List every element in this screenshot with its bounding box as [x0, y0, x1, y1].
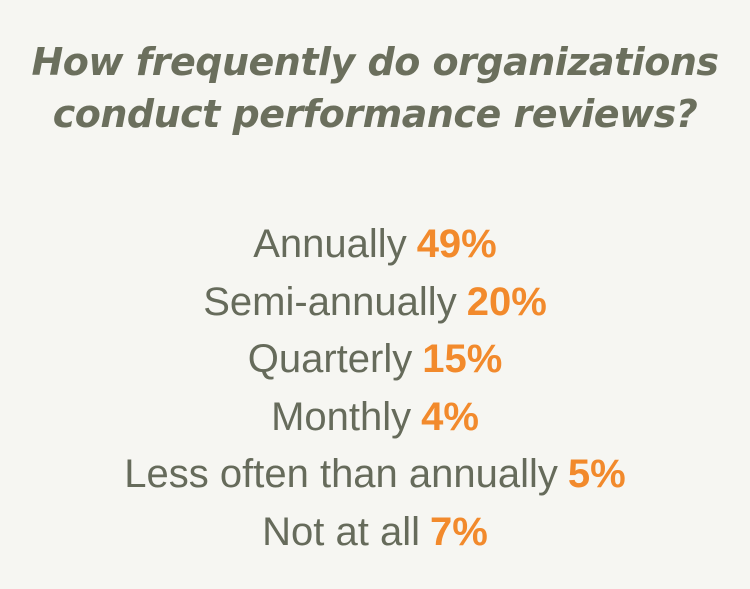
stat-value: 20%	[466, 279, 547, 324]
stat-row: Annually 49%	[0, 216, 750, 274]
stat-label: Not at all	[262, 509, 421, 554]
stat-value: 5%	[567, 452, 626, 497]
title-line-2: conduct performance reviews?	[52, 92, 698, 136]
stat-value: 15%	[422, 337, 503, 382]
stat-label: Quarterly	[247, 337, 413, 382]
stat-row: Quarterly 15%	[0, 331, 750, 389]
title-line-1: How frequently do organizations	[31, 40, 719, 84]
stat-label: Semi-annually	[203, 279, 457, 324]
stat-label: Less often than annually	[124, 452, 558, 497]
stat-row: Monthly 4%	[0, 389, 750, 447]
stat-value: 7%	[430, 509, 488, 554]
chart-title: How frequently do organizations conduct …	[0, 36, 750, 140]
stat-row: Less often than annually 5%	[0, 446, 750, 504]
stat-row: Not at all 7%	[0, 504, 750, 562]
stat-value: 4%	[421, 394, 479, 439]
stat-label: Annually	[253, 222, 407, 266]
stat-row: Semi-annually 20%	[0, 274, 750, 332]
stats-list: Annually 49% Semi-annually 20% Quarterly 15% M…	[0, 216, 750, 562]
stat-label: Monthly	[271, 394, 412, 439]
stat-value: 49%	[416, 222, 497, 266]
